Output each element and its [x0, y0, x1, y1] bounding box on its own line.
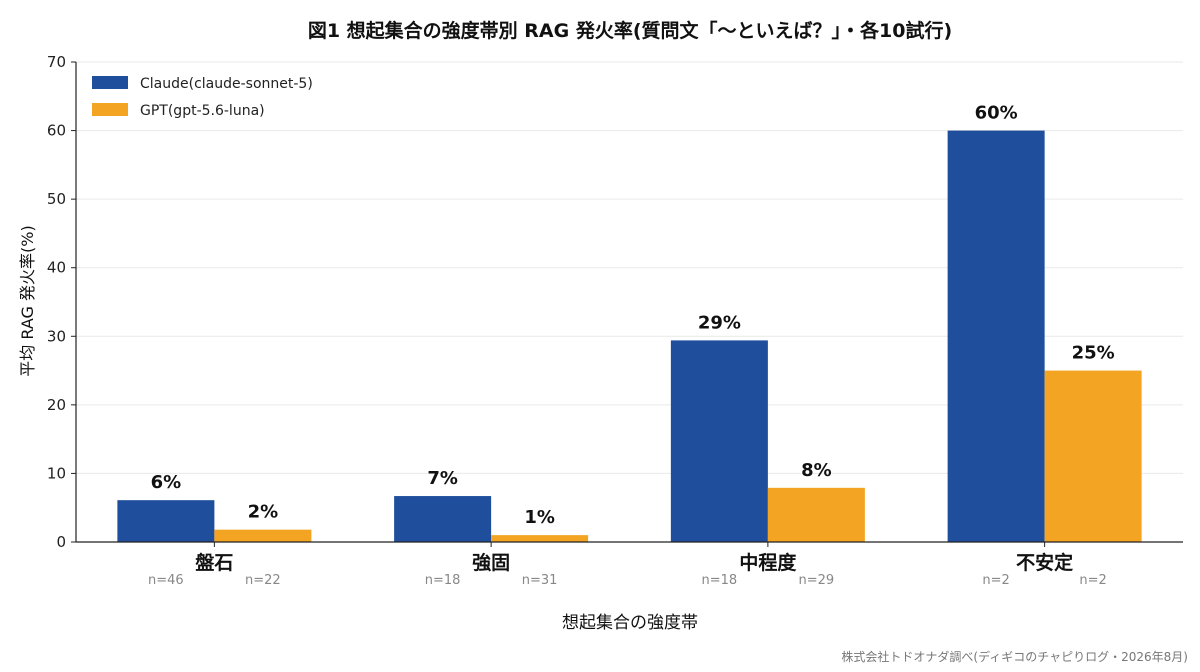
data-label: 60% — [975, 103, 1018, 124]
legend-swatch-0 — [92, 76, 128, 89]
sample-size-label: n=46 — [148, 573, 184, 588]
legend-swatch-1 — [92, 103, 128, 116]
y-tick-label: 10 — [47, 464, 66, 482]
sample-size-label: n=29 — [799, 573, 835, 588]
bar-series-0-0 — [117, 500, 215, 542]
bar-series-1-2 — [767, 487, 865, 542]
bar-series-0-3 — [947, 130, 1045, 543]
sample-size-label: n=2 — [982, 573, 1009, 588]
data-labels: 6% n=46 2% n=22 7% n=18 1% n=31 29% n=18 8% n=29 60%… — [148, 103, 1115, 588]
sample-size-label: n=31 — [522, 573, 558, 588]
legend: Claude(claude-sonnet-5) GPT(gpt-5.6-luna) — [92, 76, 313, 119]
data-label: 29% — [698, 312, 741, 333]
bar-series-1-3 — [1044, 370, 1142, 542]
data-label: 7% — [427, 468, 458, 489]
chart-title: 図1 想起集合の強度帯別 RAG 発火率(質問文「〜といえば？」・各10試行) — [308, 19, 952, 42]
data-label: 8% — [801, 460, 832, 481]
y-tick-label: 20 — [47, 396, 66, 414]
y-tick-label: 30 — [47, 327, 66, 345]
gridlines — [76, 61, 1183, 474]
x-tick-label: 中程度 — [739, 551, 797, 574]
legend-label-1: GPT(gpt-5.6-luna) — [140, 103, 265, 119]
bar-series-0-1 — [394, 496, 492, 542]
data-label: 2% — [248, 502, 279, 523]
y-tick-label: 50 — [47, 190, 66, 208]
x-axis-label: 想起集合の強度帯 — [562, 613, 698, 633]
legend-label-0: Claude(claude-sonnet-5) — [140, 76, 313, 92]
axes: 0 10 20 30 40 50 60 70 盤石 強固 中程度 不安定 — [47, 53, 1183, 574]
bar-series-1-0 — [214, 529, 312, 542]
y-tick-label: 70 — [47, 53, 66, 71]
data-label: 1% — [524, 507, 555, 528]
y-tick-label: 40 — [47, 259, 66, 277]
x-tick-label: 不安定 — [1016, 551, 1073, 574]
y-tick-label: 60 — [47, 122, 66, 140]
bar-series-0-2 — [670, 340, 768, 542]
y-axis-label: 平均 RAG 発火率(%) — [18, 225, 37, 376]
source-note: 株式会社トドオナダ調べ(ディギコのチャピりログ・2026年8月) — [841, 649, 1188, 664]
sample-size-label: n=18 — [702, 573, 738, 588]
bars — [117, 130, 1142, 543]
sample-size-label: n=2 — [1079, 573, 1106, 588]
x-tick-label: 盤石 — [195, 551, 233, 574]
data-label: 25% — [1072, 343, 1115, 364]
y-tick-label: 0 — [56, 533, 66, 551]
sample-size-label: n=22 — [245, 573, 281, 588]
sample-size-label: n=18 — [425, 573, 461, 588]
bar-series-1-1 — [491, 535, 589, 542]
data-label: 6% — [151, 472, 182, 493]
x-tick-label: 強固 — [472, 552, 510, 574]
